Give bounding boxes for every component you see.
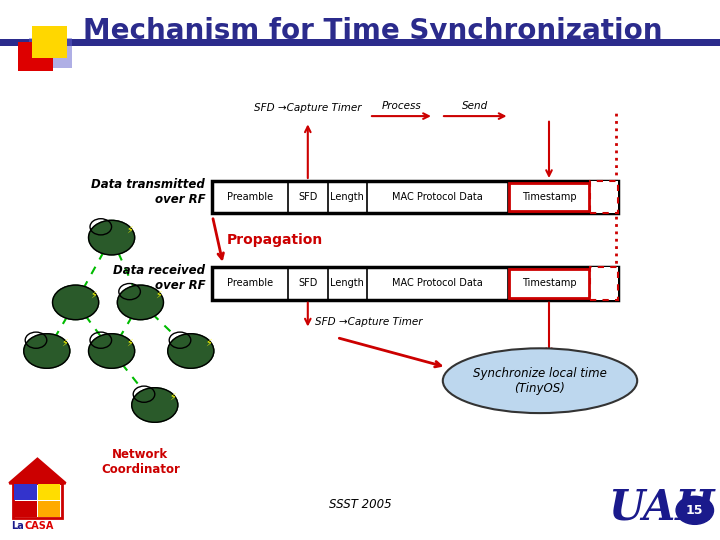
- Text: Data received
over RF: Data received over RF: [113, 264, 205, 292]
- Text: Network
Coordinator: Network Coordinator: [101, 448, 180, 476]
- Bar: [29, 38, 72, 68]
- Text: La: La: [12, 521, 24, 531]
- Text: CASA: CASA: [24, 521, 54, 531]
- Text: Timestamp: Timestamp: [522, 279, 576, 288]
- Text: ⚡: ⚡: [126, 338, 133, 348]
- Bar: [509, 183, 589, 211]
- Circle shape: [132, 388, 178, 422]
- Text: SFD →Capture Timer: SFD →Capture Timer: [254, 103, 361, 113]
- Bar: [38, 501, 60, 517]
- Text: Length: Length: [330, 192, 364, 202]
- Text: SSST 2005: SSST 2005: [329, 498, 391, 511]
- Text: SFD: SFD: [298, 279, 318, 288]
- Bar: [212, 181, 618, 213]
- Text: UAH: UAH: [608, 487, 715, 529]
- Text: ⚡: ⚡: [205, 338, 212, 348]
- Circle shape: [89, 220, 135, 255]
- Text: ⚡: ⚡: [61, 338, 68, 348]
- Circle shape: [24, 334, 70, 368]
- Circle shape: [676, 496, 714, 524]
- Text: Length: Length: [330, 279, 364, 288]
- Text: Data transmitted
over RF: Data transmitted over RF: [91, 178, 205, 206]
- Text: Synchronize local time
(TinyOS): Synchronize local time (TinyOS): [473, 367, 607, 395]
- Bar: [32, 26, 67, 58]
- Text: Process: Process: [382, 100, 421, 111]
- Text: MAC Protocol Data: MAC Protocol Data: [392, 279, 483, 288]
- Bar: [18, 42, 53, 71]
- Circle shape: [89, 334, 135, 368]
- Bar: [509, 269, 589, 298]
- Text: Preamble: Preamble: [227, 279, 274, 288]
- Bar: [38, 484, 60, 500]
- Text: ⚡: ⚡: [90, 289, 97, 299]
- Text: SFD: SFD: [298, 192, 318, 202]
- Bar: [14, 484, 37, 500]
- Text: Send: Send: [462, 100, 488, 111]
- Ellipse shape: [443, 348, 637, 413]
- Bar: [0, 39, 720, 46]
- Text: Timestamp: Timestamp: [522, 192, 576, 202]
- Text: ⚡: ⚡: [155, 289, 162, 299]
- Text: Preamble: Preamble: [227, 192, 274, 202]
- Circle shape: [168, 334, 214, 368]
- Text: Propagation: Propagation: [227, 233, 323, 247]
- Text: 15: 15: [686, 504, 703, 517]
- Bar: [590, 267, 618, 300]
- Text: SFD →Capture Timer: SFD →Capture Timer: [315, 316, 423, 327]
- Bar: [14, 501, 37, 517]
- Bar: [590, 181, 618, 213]
- Bar: [13, 483, 62, 518]
- Text: MAC Protocol Data: MAC Protocol Data: [392, 192, 483, 202]
- Circle shape: [117, 285, 163, 320]
- Polygon shape: [9, 459, 66, 483]
- Text: ⚡: ⚡: [126, 225, 133, 234]
- Text: ⚡: ⚡: [169, 392, 176, 402]
- Text: Mechanism for Time Synchronization: Mechanism for Time Synchronization: [83, 17, 662, 45]
- Circle shape: [53, 285, 99, 320]
- Bar: [212, 267, 618, 300]
